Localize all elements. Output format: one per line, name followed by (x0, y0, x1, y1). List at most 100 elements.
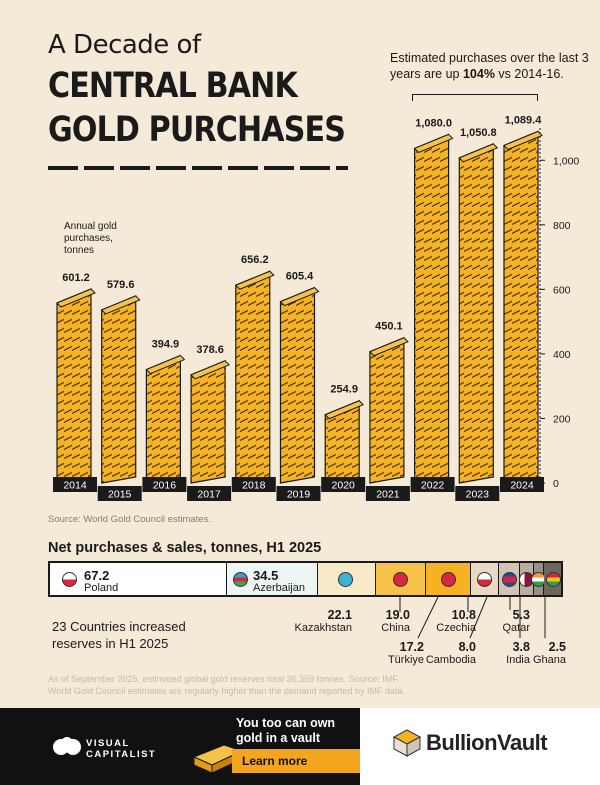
value-label: 605.4 (286, 271, 314, 283)
x-tick-label: 2018 (242, 480, 266, 492)
cambodia-value: 8.0 (458, 640, 476, 654)
turkiye-value: 17.2 (399, 640, 424, 654)
increased-reserves-text: 23 Countries increased reserves in H1 20… (52, 619, 186, 651)
segment-turkiye (426, 563, 471, 595)
x-label-bg (500, 477, 544, 492)
ghana-callout: 2.5 Ghana (533, 641, 566, 667)
x-label-bg (53, 477, 97, 492)
section-title: Net purchases & sales, tonnes, H1 2025 (48, 540, 322, 556)
bar-2016: 394.9 (145, 339, 186, 484)
poland-label: Poland (84, 582, 119, 594)
x-label-bg (142, 477, 187, 492)
kazakhstan-callout: 22.1 Kazakhstan (295, 609, 352, 635)
bar-top (369, 337, 409, 357)
annotation-note: Estimated purchases over the last 3 year… (390, 51, 589, 81)
bar-2020: 254.9 (324, 384, 365, 484)
china-label: China (381, 622, 410, 634)
poland-value: 67.2 (84, 568, 110, 583)
value-label: 254.9 (330, 384, 358, 396)
value-label: 450.1 (375, 321, 403, 333)
x-tick-label: 2014 (63, 480, 87, 492)
learn-more-button[interactable]: Learn more (232, 749, 360, 773)
source-note: Source: World Gold Council estimates. (48, 514, 211, 525)
cambodia-callout: 8.0 Cambodia (426, 641, 476, 667)
india-callout: 3.8 India (506, 641, 530, 667)
bullionvault-cube-icon (392, 729, 422, 757)
kazakhstan-flag-icon (338, 572, 353, 587)
bar-top (413, 133, 454, 154)
bar-top (458, 143, 499, 163)
bar-top (190, 360, 230, 380)
visual-capitalist-brand[interactable]: VISUAL CAPITALIST (86, 738, 157, 760)
kazakhstan-value: 22.1 (327, 608, 352, 622)
y-tick-label: 1,000 (553, 155, 579, 167)
value-label: 579.6 (107, 279, 135, 291)
x-label-bg (410, 477, 455, 492)
china-value: 19.0 (385, 608, 410, 622)
azerbaijan-label: Azerbaijan (253, 582, 305, 594)
x-tick-label: 2015 (108, 489, 132, 501)
bar-top (56, 288, 96, 308)
cta-text: You too can own gold in a vault (236, 716, 336, 745)
bar-chart: 601.2 579.6 394.9 378.6 656.2 605.4 254.9 450.1… (53, 114, 579, 501)
y-tick-label: 400 (553, 349, 571, 361)
turkiye-flag-icon (441, 572, 456, 587)
y-tick-label: 0 (553, 478, 559, 490)
bar-2019: 605.4 (279, 271, 320, 484)
x-label-bg (455, 486, 500, 501)
qatar-label: Qatar (502, 622, 530, 634)
bar-top (324, 400, 365, 420)
y-tick-label: 600 (553, 284, 571, 296)
x-tick-label: 2017 (197, 489, 221, 501)
bar-2023: 1,050.8 (458, 127, 499, 484)
value-label: 378.6 (196, 344, 224, 356)
bar-top (503, 130, 543, 151)
value-label: 1,080.0 (415, 117, 452, 129)
segment-poland: 67.2 Poland (50, 563, 227, 595)
value-label: 1,089.4 (505, 114, 543, 126)
turkiye-label: Türkiye (387, 654, 424, 666)
x-label-bg (276, 486, 321, 501)
x-tick-label: 2023 (466, 489, 490, 501)
bar-2021: 450.1 (369, 321, 409, 484)
segment-czechia (471, 563, 499, 595)
x-tick-label: 2019 (287, 489, 311, 501)
cambodia-flag-icon (502, 572, 517, 587)
bar-2015: 579.6 (100, 279, 141, 484)
y-tick-label: 800 (553, 220, 571, 232)
india-value: 3.8 (512, 640, 530, 654)
ghana-label: Ghana (532, 654, 566, 666)
kazakhstan-label: Kazakhstan (294, 622, 352, 634)
x-label-bg (365, 486, 410, 501)
czechia-label: Czechia (436, 622, 476, 634)
segment-china (376, 563, 426, 595)
x-tick-label: 2021 (376, 489, 400, 501)
bar-2017: 378.6 (190, 344, 230, 484)
bar-2022: 1,080.0 (413, 117, 454, 484)
visual-capitalist-logo-icon (53, 737, 81, 755)
segment-kazakhstan (318, 563, 376, 595)
bar-top (100, 295, 141, 315)
bar-top (145, 354, 186, 375)
y-axis-label: Annual gold purchases, tonnes (64, 221, 117, 256)
bar-2018: 656.2 (234, 254, 275, 484)
title-line-3: GOLD PURCHASES (48, 110, 346, 150)
title-line-1: A Decade of (48, 30, 201, 60)
value-label: 656.2 (241, 254, 269, 266)
annotation-highlight: 104% (462, 67, 495, 81)
title-underline (48, 166, 348, 170)
cambodia-label: Cambodia (425, 654, 476, 666)
value-label: 601.2 (62, 272, 90, 284)
qatar-value: 5.3 (512, 608, 530, 622)
ghana-value: 2.5 (548, 640, 566, 654)
india-label: India (506, 654, 530, 666)
leader-lines (399, 596, 546, 639)
bullionvault-logo[interactable]: BullionVault (426, 730, 548, 755)
x-tick-label: 2024 (510, 480, 534, 492)
azerbaijan-value: 34.5 (253, 568, 279, 583)
x-tick-label: 2016 (153, 480, 177, 492)
china-callout: 19.0 China (381, 609, 410, 635)
value-label: 1,050.8 (460, 127, 497, 139)
segment-india (531, 563, 546, 595)
azerbaijan-flag-icon (233, 572, 248, 587)
